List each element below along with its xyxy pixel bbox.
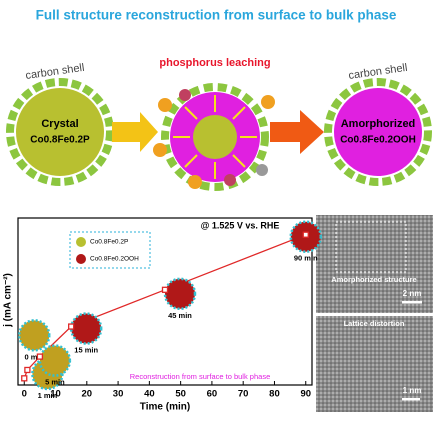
x-tick-label: 10 [50,389,61,400]
carbon-shell [324,78,432,186]
y-axis-label: j (mA cm⁻²) [3,273,14,328]
scale-bar [402,301,422,304]
crystal-core [16,88,104,176]
carbon-shell [6,78,114,186]
x-axis-label: Time (min) [140,402,190,413]
x-tick-label: 50 [175,389,186,400]
data-point [21,375,28,382]
x-tick-label: 30 [113,389,124,400]
point-label: 1 min [38,391,58,400]
data-point [36,353,44,360]
point-label: 5 min [45,378,65,387]
carbon-shell [161,83,269,191]
nanoparticle [38,344,72,377]
scale-bar [402,398,420,401]
core-phase [193,115,237,159]
amorphous-core [334,88,422,176]
tem-image [316,316,433,412]
right-formula: Co0.8Fe0.2OOH [340,135,416,146]
x-tick-label: 70 [238,389,249,400]
legend-swatch [76,254,86,264]
x-tick-label: 20 [82,389,93,400]
data-point [302,231,309,238]
point-label: 15 min [74,346,98,355]
p-atoms [153,89,275,189]
legend-label: Co0.8Fe0.2OOH [90,256,139,263]
x-tick-label: 90 [300,389,311,400]
point-label: 45 min [168,311,192,320]
right-label: Amorphorized [341,118,416,130]
image-caption: Lattice distortion [344,319,405,328]
nanoparticle [69,312,103,345]
point-label: 90 min [294,254,318,263]
left-label: Crystal [41,118,78,130]
image-caption: Amorphorized structure [331,275,416,284]
leach-arrows [173,95,257,179]
nanoparticle [163,277,197,311]
x-tick-label: 80 [269,389,280,400]
arrow [270,110,324,154]
x-tick-label: 0 [22,389,27,400]
data-point [68,323,75,330]
legend-swatch [76,237,86,247]
plot-frame [17,217,313,386]
x-tick-label: 60 [207,389,218,400]
legend-label: Co0.8Fe0.2P [90,239,128,246]
shell-label: carbon shell [25,62,85,82]
point-label: 0 min [24,352,44,361]
leaching-label: phosphorus leaching [159,57,270,69]
tem-image [316,215,433,313]
scale-label: 1 nm [403,386,422,395]
left-formula: Co0.8Fe0.2P [30,135,90,146]
nanoparticle [18,319,51,352]
scale-label: 2 nm [403,289,422,298]
annotation: Reconstruction from surface to bulk phas… [130,372,271,381]
arrow [112,112,158,152]
legend-box [69,231,151,269]
figure-title: Full structure reconstruction from surfa… [36,8,397,23]
data-point [24,366,31,374]
data-point [161,286,169,293]
x-tick-label: 40 [144,389,155,400]
condition: @ 1.525 V vs. RHE [201,220,280,230]
